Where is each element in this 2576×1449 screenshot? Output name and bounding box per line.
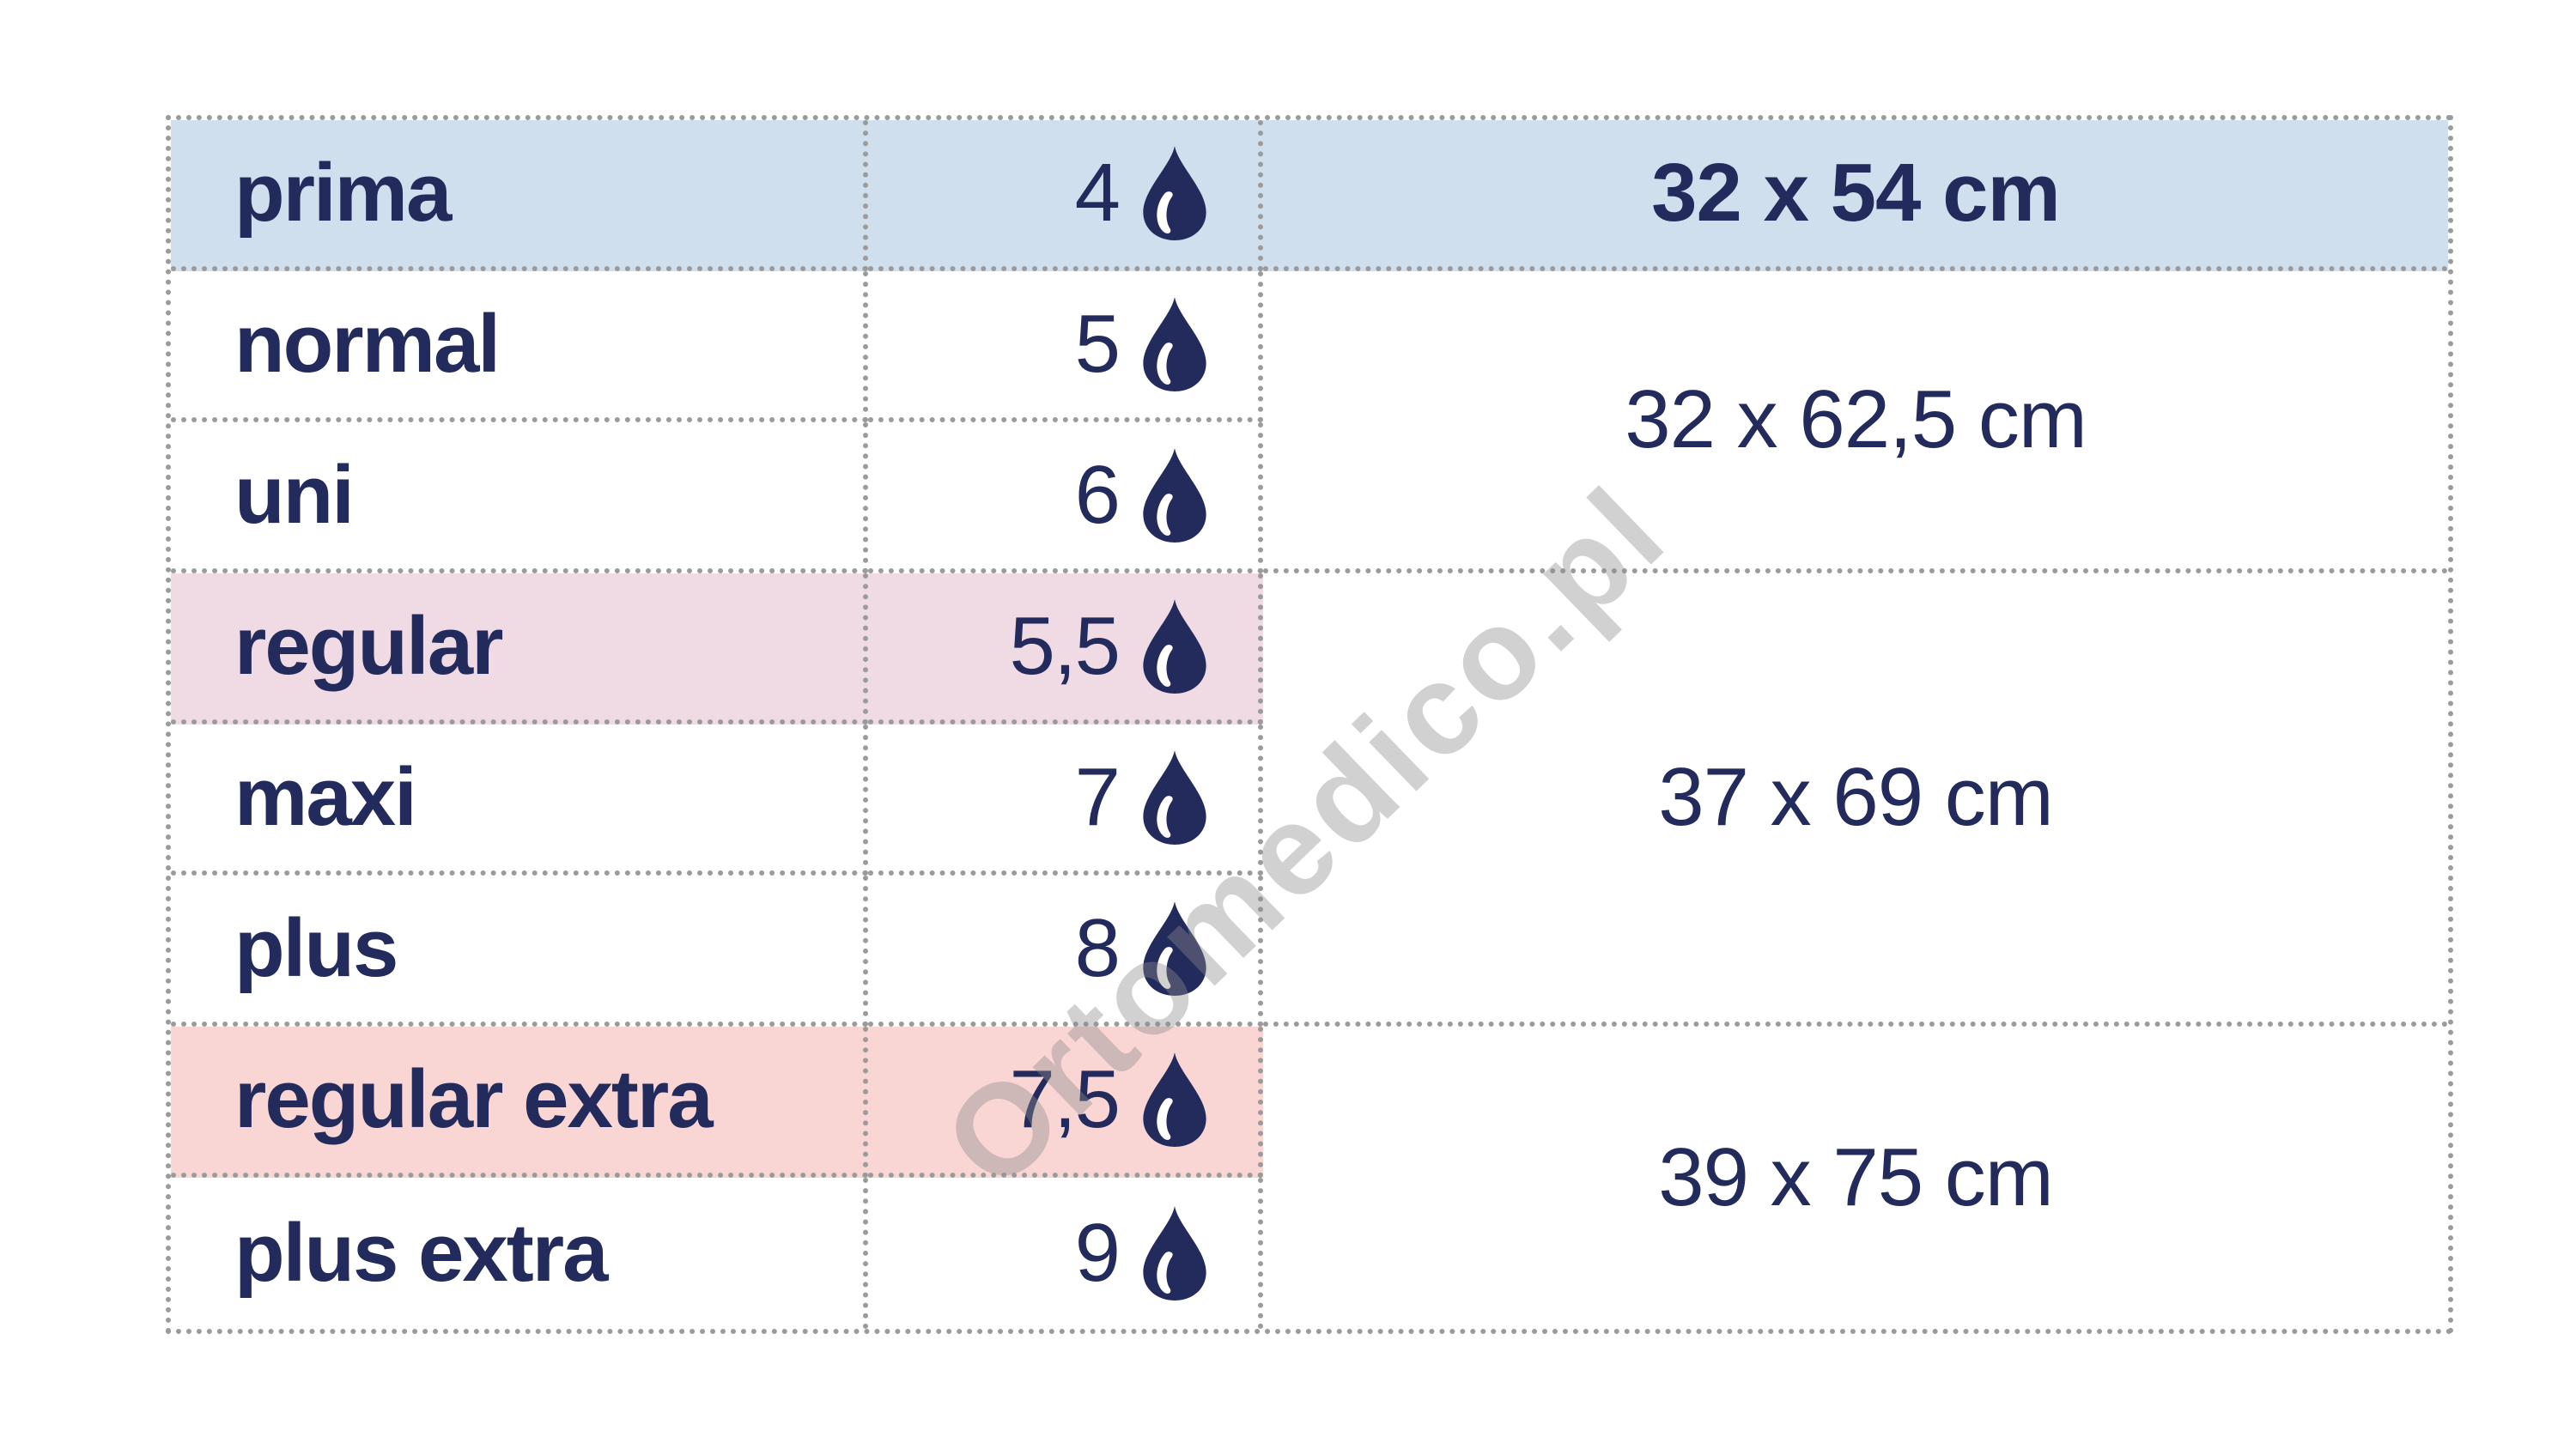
- dimension-label: 37 x 69 cm: [1658, 751, 2054, 843]
- table-row-absorbency-uni: 6: [868, 422, 1263, 573]
- dimension-cell: 32 x 54 cm: [1263, 120, 2448, 271]
- product-name-label: regular: [234, 600, 503, 692]
- product-name-label: plus: [234, 902, 398, 994]
- water-drop-icon: [1143, 448, 1206, 543]
- dimension-cell: 32 x 62,5 cm: [1263, 271, 2448, 573]
- absorbency-value: 4: [1074, 147, 1121, 239]
- table-row-name-uni: uni: [171, 422, 868, 573]
- size-table: prima 4 32 x 54 cm normal 5 uni: [166, 115, 2453, 1334]
- dimension-label: 32 x 62,5 cm: [1625, 373, 2087, 465]
- absorbency-value: 7: [1074, 751, 1121, 843]
- product-name-label: maxi: [234, 751, 417, 843]
- table-row-name-prima: prima: [171, 120, 868, 271]
- table-row-absorbency-plus-extra: 9: [868, 1178, 1263, 1329]
- absorbency-value: 5,5: [1009, 600, 1121, 692]
- table-row-name-regular-extra: regular extra: [171, 1027, 868, 1178]
- product-name-label: prima: [234, 147, 452, 239]
- water-drop-icon: [1143, 297, 1206, 391]
- table-row-name-plus-extra: plus extra: [171, 1178, 868, 1329]
- product-name-label: uni: [234, 449, 355, 541]
- table-row-absorbency-prima: 4: [868, 120, 1263, 271]
- table-row-name-plus: plus: [171, 876, 868, 1027]
- absorbency-value: 5: [1074, 298, 1121, 390]
- water-drop-icon: [1143, 901, 1206, 996]
- product-name-label: normal: [234, 298, 501, 390]
- table-row-absorbency-normal: 5: [868, 271, 1263, 422]
- table-row-name-normal: normal: [171, 271, 868, 422]
- water-drop-icon: [1143, 750, 1206, 845]
- water-drop-icon: [1143, 1206, 1206, 1300]
- water-drop-icon: [1143, 599, 1206, 694]
- table-row-absorbency-regular-extra: 7,5: [868, 1027, 1263, 1178]
- dimension-cell: 39 x 75 cm: [1263, 1027, 2448, 1329]
- absorbency-value: 8: [1074, 902, 1121, 994]
- dimension-label: 32 x 54 cm: [1651, 147, 2061, 239]
- product-name-label: plus extra: [234, 1207, 609, 1299]
- dimension-cell: 37 x 69 cm: [1263, 573, 2448, 1027]
- table-row-absorbency-regular: 5,5: [868, 573, 1263, 724]
- water-drop-icon: [1143, 146, 1206, 240]
- product-name-label: regular extra: [234, 1053, 714, 1145]
- dimension-label: 39 x 75 cm: [1658, 1131, 2054, 1223]
- table-row-name-maxi: maxi: [171, 724, 868, 876]
- water-drop-icon: [1143, 1052, 1206, 1147]
- absorbency-value: 9: [1074, 1207, 1121, 1299]
- absorbency-value: 7,5: [1009, 1053, 1121, 1145]
- table-row-name-regular: regular: [171, 573, 868, 724]
- table-row-absorbency-plus: 8: [868, 876, 1263, 1027]
- absorbency-value: 6: [1074, 449, 1121, 541]
- table-row-absorbency-maxi: 7: [868, 724, 1263, 876]
